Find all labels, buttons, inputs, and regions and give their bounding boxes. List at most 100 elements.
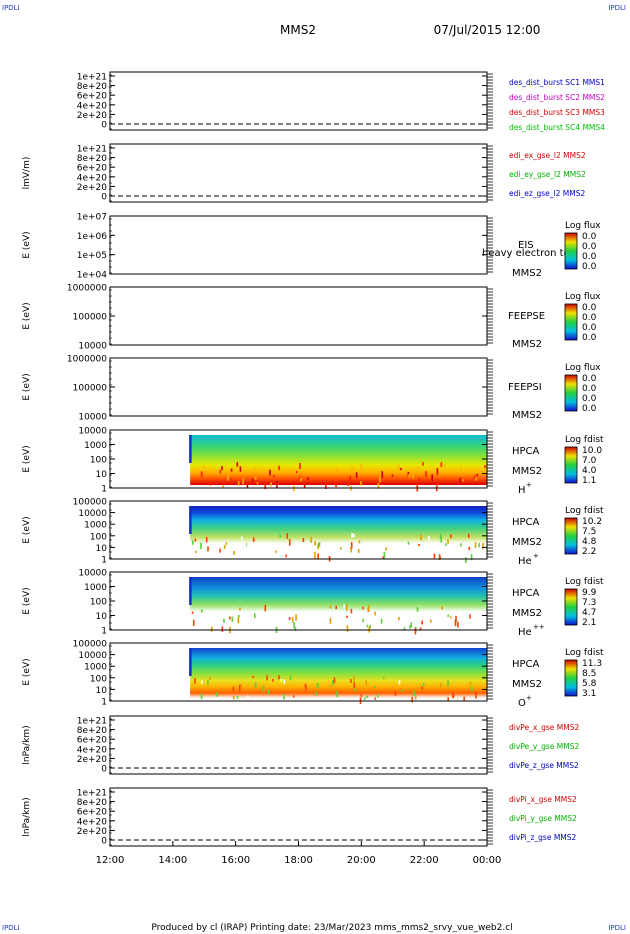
speckle bbox=[360, 463, 363, 471]
y-tick-label: 0 bbox=[101, 193, 107, 203]
legend-entry: edi_ey_gse_l2 MMS2 bbox=[509, 170, 586, 179]
speckle bbox=[275, 550, 277, 553]
speckle bbox=[450, 534, 452, 539]
speckle bbox=[285, 547, 288, 553]
x-tick-label: 00:00 bbox=[473, 855, 502, 866]
panel-frame bbox=[109, 71, 488, 131]
panel-frame bbox=[109, 286, 488, 346]
speckle bbox=[374, 697, 377, 700]
speckle bbox=[353, 557, 356, 562]
y-axis-label: E (eV) bbox=[22, 658, 32, 685]
speckle bbox=[223, 618, 225, 623]
probe-label: MMS2 bbox=[512, 410, 542, 421]
charge-label: ++ bbox=[533, 623, 545, 631]
y-tick-label: 4e+20 bbox=[77, 173, 108, 183]
colorbar-title: Log flux bbox=[565, 292, 601, 302]
speckle bbox=[233, 551, 235, 555]
y-tick-label: 4e+20 bbox=[77, 817, 108, 827]
speckle bbox=[447, 539, 449, 544]
speckle bbox=[191, 611, 194, 614]
y-tick-label: 100000 bbox=[73, 384, 108, 394]
speckle bbox=[207, 680, 209, 685]
speckle bbox=[381, 471, 384, 479]
speckle bbox=[215, 692, 218, 697]
speckle bbox=[203, 465, 206, 469]
speckle bbox=[439, 682, 442, 689]
y-axis-label: E (eV) bbox=[22, 587, 32, 614]
speckle bbox=[468, 546, 471, 551]
y-tick-label: 6e+20 bbox=[77, 736, 108, 746]
speckle bbox=[336, 691, 338, 698]
speckle bbox=[357, 549, 360, 553]
y-tick-label: 1000 bbox=[84, 583, 107, 593]
colorbar-tick-label: 7.0 bbox=[582, 456, 597, 466]
speckle bbox=[339, 543, 341, 547]
speckle bbox=[418, 544, 420, 547]
speckle bbox=[255, 476, 257, 480]
colorbar-title: Log flux bbox=[565, 221, 601, 231]
y-tick-label: 2e+20 bbox=[77, 183, 108, 193]
species-label: H bbox=[518, 485, 526, 496]
speckle bbox=[279, 534, 281, 538]
speckle bbox=[360, 694, 363, 697]
y-tick-label: 0 bbox=[101, 837, 107, 847]
y-axis-label: lmV/m) bbox=[22, 157, 32, 190]
y-tick-label: 1000000 bbox=[67, 284, 107, 294]
speckle bbox=[242, 478, 244, 485]
speckle bbox=[303, 624, 306, 628]
speckle bbox=[360, 481, 362, 486]
speckle bbox=[410, 622, 413, 628]
speckle bbox=[278, 675, 280, 680]
speckle bbox=[438, 553, 440, 556]
speckle bbox=[362, 618, 364, 623]
y-tick-label: 100000 bbox=[73, 640, 108, 650]
corner-label-top-right: IPDLI bbox=[608, 4, 626, 12]
speckle bbox=[445, 543, 447, 546]
speckle bbox=[304, 556, 306, 561]
speckle bbox=[256, 482, 259, 485]
speckle bbox=[430, 619, 432, 623]
y-tick-label: 1000 bbox=[84, 441, 107, 451]
speckle bbox=[358, 540, 361, 544]
colorbar-tick-label: 0.0 bbox=[582, 313, 597, 323]
figure-datetime: 07/Jul/2015 12:00 bbox=[434, 23, 541, 37]
speckle bbox=[475, 692, 477, 699]
speckle bbox=[314, 552, 316, 559]
probe-label: MMS2 bbox=[512, 608, 542, 619]
panel-4: 1000000 100000 10000 E (eV) FEEPSE MMS2 Log fl… bbox=[22, 284, 601, 352]
spectrogram-speckle bbox=[192, 533, 484, 563]
speckle bbox=[475, 477, 477, 481]
panel-8: 10000 1000 100 10 1 E (eV) HPCA MMS2 He ++ Log fdi… bbox=[22, 569, 604, 639]
speckle bbox=[362, 606, 364, 610]
colorbar-tick-label: 0.0 bbox=[582, 384, 597, 394]
speckle bbox=[223, 545, 226, 549]
time-axis: 12:00 14:00 16:00 18:00 20:00 22:00 00:00 bbox=[96, 841, 502, 866]
speckle bbox=[299, 463, 301, 469]
speckle bbox=[209, 480, 211, 486]
y-tick-label: 1e+06 bbox=[77, 232, 108, 242]
speckle bbox=[441, 606, 443, 610]
colorbar-tick-label: 0.0 bbox=[582, 333, 597, 343]
speckle bbox=[317, 543, 319, 550]
speckle bbox=[463, 696, 465, 702]
instrument-subtitle: heavy electron to bbox=[482, 248, 570, 259]
panels: 1e+218e+206e+204e+202e+200des_dist_burst… bbox=[22, 71, 605, 847]
speckle bbox=[380, 618, 383, 624]
y-tick-label: 0 bbox=[101, 121, 107, 131]
x-tick-label: 12:00 bbox=[96, 855, 125, 866]
speckle bbox=[285, 554, 287, 558]
colorbar-tick-label: 9.9 bbox=[582, 588, 597, 598]
speckle bbox=[374, 611, 376, 616]
speckle bbox=[460, 466, 462, 469]
x-tick-label: 16:00 bbox=[221, 855, 250, 866]
speckle bbox=[421, 620, 423, 625]
speckle bbox=[436, 468, 439, 475]
colorbar-tick-label: 5.8 bbox=[582, 679, 597, 689]
species-label: O bbox=[518, 698, 526, 709]
speckle bbox=[408, 473, 410, 478]
colorbar-tick-label: 3.1 bbox=[582, 689, 596, 699]
speckle bbox=[232, 695, 235, 700]
